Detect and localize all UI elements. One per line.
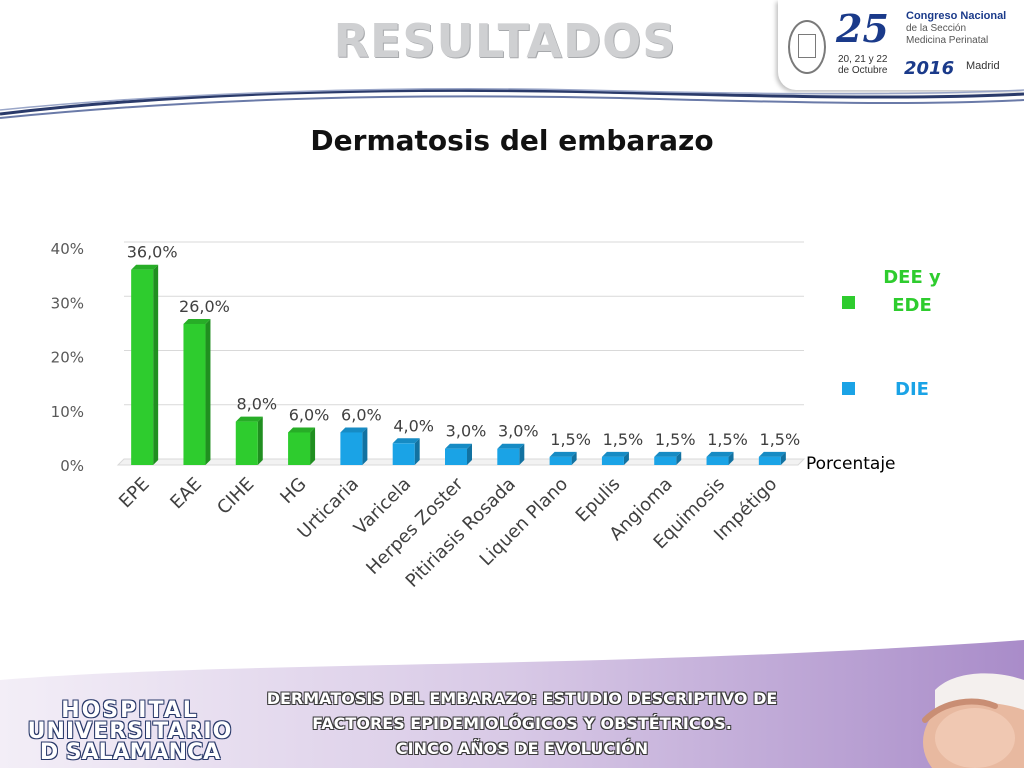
data-label: 3,0%: [446, 422, 487, 441]
bar-side: [257, 416, 263, 465]
legend-label-dee-ede: DEE y EDE: [883, 267, 941, 316]
header-title: RESULTADOS: [333, 14, 677, 68]
data-label: 4,0%: [393, 416, 434, 435]
bar-top: [601, 451, 629, 457]
bar-side: [780, 451, 786, 465]
bar: [183, 323, 206, 465]
y-tick-label: 40%: [51, 240, 84, 258]
study-title-line-2: FACTORES EPIDEMIOLÓGICOS Y OBSTÉTRICOS.: [312, 714, 732, 733]
congress-subtitle-2: Medicina Perinatal: [906, 35, 989, 46]
bar-side: [467, 443, 472, 465]
bar-top: [340, 427, 368, 433]
study-title-line-3: CINCO AÑOS DE EVOLUCIÓN: [395, 739, 649, 758]
hospital-logo-line-1: HOSPITAL: [61, 698, 199, 723]
bar-top: [706, 451, 734, 457]
legend-marker-dee-ede: [842, 296, 855, 309]
data-label: 1,5%: [760, 430, 801, 449]
data-label: 1,5%: [707, 430, 748, 449]
legend-label-die: DIE: [895, 379, 929, 400]
y-tick-label: 10%: [51, 403, 84, 421]
congress-city: Madrid: [966, 60, 1000, 72]
study-title-line-1: DERMATOSIS DEL EMBARAZO: ESTUDIO DESCRIP…: [266, 689, 778, 708]
bar-top: [654, 451, 682, 457]
bar-top: [288, 427, 316, 433]
bar: [235, 421, 258, 465]
y-tick-label: 0%: [60, 457, 84, 475]
pregnant-belly-photo: [922, 673, 1024, 768]
bar-top: [131, 264, 159, 270]
series-label: Porcentaje: [806, 454, 896, 474]
bar-top: [758, 451, 786, 457]
hospital-seal-icon: [788, 20, 826, 74]
bar: [445, 448, 467, 465]
x-tick-label: EAE: [166, 474, 206, 514]
data-label: 26,0%: [179, 297, 230, 316]
congress-logo: 25 Congreso Nacional de la Sección Medic…: [778, 0, 1024, 90]
study-title: DERMATOSIS DEL EMBARAZO: ESTUDIO DESCRIP…: [252, 686, 792, 761]
congress-name: Congreso Nacional: [906, 10, 1007, 22]
hospital-logo: HOSPITAL UNIVERSITARIO D SALAMANCA: [8, 698, 252, 765]
bar: [758, 456, 781, 465]
data-label: 6,0%: [341, 405, 382, 424]
legend-marker-die: [842, 382, 855, 395]
bar: [340, 432, 363, 465]
bar-top: [235, 416, 263, 422]
data-label: 1,5%: [655, 430, 696, 449]
header-wave-decoration: [0, 88, 1024, 119]
bar-side: [676, 451, 682, 465]
bar-top: [549, 451, 577, 457]
bar: [654, 456, 677, 465]
hospital-logo-line-2: UNIVERSITARIO: [27, 719, 233, 744]
bar-side: [623, 451, 629, 465]
y-tick-label: 30%: [51, 294, 84, 312]
y-tick-label: 20%: [51, 349, 84, 367]
data-label: 1,5%: [550, 430, 591, 449]
bar-side: [153, 264, 159, 465]
bar: [601, 456, 624, 465]
congress-subtitle-1: de la Sección: [906, 23, 967, 34]
data-label: 8,0%: [236, 395, 277, 414]
bar-side: [519, 443, 525, 465]
x-tick-label: CIHE: [213, 474, 258, 519]
data-label: 3,0%: [498, 422, 539, 441]
data-label: 6,0%: [289, 405, 330, 424]
hospital-logo-line-3: D SALAMANCA: [39, 740, 221, 765]
x-tick-label: EPE: [115, 474, 154, 513]
bar-side: [362, 427, 368, 465]
slide-title: Dermatosis del embarazo: [310, 124, 714, 157]
bar-side: [728, 451, 734, 465]
bar-top: [183, 318, 211, 324]
bar: [549, 456, 572, 465]
congress-dates: 20, 21 y 22 de Octubre: [838, 54, 888, 76]
footer-background: [0, 640, 1024, 768]
bar-side: [205, 318, 211, 465]
bar: [392, 443, 415, 465]
congress-year: 2016: [904, 58, 955, 79]
bar: [706, 456, 729, 465]
bar: [288, 432, 311, 465]
bar-side: [571, 451, 577, 465]
bar: [131, 269, 154, 465]
data-label: 1,5%: [603, 430, 644, 449]
data-label: 36,0%: [127, 243, 178, 262]
bar-top: [392, 438, 420, 444]
bar: [497, 448, 520, 465]
bar-top: [497, 443, 525, 449]
bar-side: [414, 438, 420, 465]
bar-chart: 0% 10% 20% 30% 40% 36,0% EPE 26,0% EAE 8,0% CIHE 6,…: [51, 240, 806, 592]
bar-side: [310, 427, 316, 465]
congress-number: 25: [836, 6, 889, 51]
x-tick-label: HG: [276, 474, 310, 508]
bar-top: [445, 443, 472, 449]
